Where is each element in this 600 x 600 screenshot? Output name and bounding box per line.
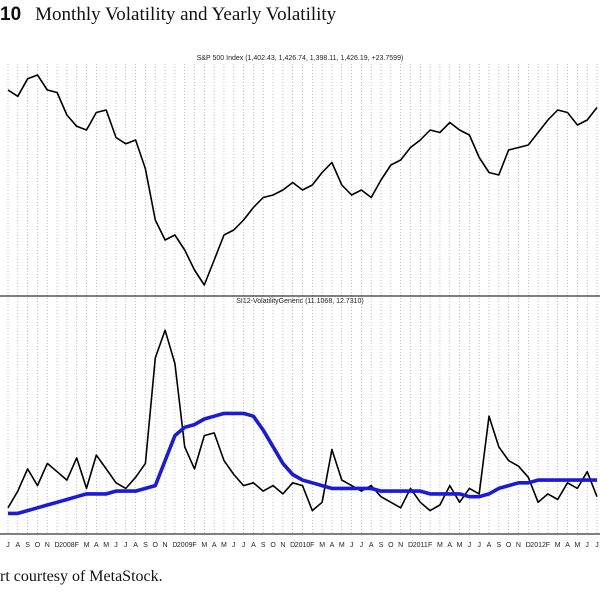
- x-tick-label: F: [75, 542, 79, 549]
- grid-lines: [7, 64, 598, 534]
- x-tick-label: J: [6, 542, 10, 549]
- chart-area: S&P 500 Index (1,402.43, 1,426.74, 1,398…: [0, 55, 600, 549]
- x-tick-label: M: [574, 542, 580, 549]
- x-tick-label: N: [516, 542, 521, 549]
- x-tick-label: A: [330, 542, 335, 549]
- x-tick-label: M: [319, 542, 325, 549]
- x-tick-label: D: [408, 542, 413, 549]
- x-tick-label: S: [379, 542, 384, 549]
- yearly-volatility-line: [8, 411, 597, 516]
- x-tick-label: M: [339, 542, 345, 549]
- x-tick-label: A: [212, 542, 217, 549]
- x-tick-label: A: [15, 542, 20, 549]
- x-tick-label: A: [487, 542, 492, 549]
- x-tick-label: D: [290, 542, 295, 549]
- x-tick-label: 2011: [413, 542, 428, 549]
- x-tick-label: 2009: [177, 542, 193, 549]
- x-tick-label: 2010: [295, 542, 311, 549]
- x-tick-label: S: [496, 542, 501, 549]
- x-tick-label: N: [280, 542, 285, 549]
- price-panel-header: S&P 500 Index (1,402.43, 1,426.74, 1,398…: [197, 55, 404, 62]
- x-axis-ticks: J A S O N D 2008 F M A M J J A S O N D 2009 F M A M J J A S O N D 2010…: [6, 542, 599, 549]
- x-tick-label: A: [251, 542, 256, 549]
- x-tick-label: A: [369, 542, 374, 549]
- x-tick-label: M: [103, 542, 109, 549]
- x-tick-label: A: [133, 542, 138, 549]
- x-tick-label: O: [153, 542, 159, 549]
- x-tick-label: J: [232, 542, 236, 549]
- x-tick-label: O: [35, 542, 41, 549]
- x-tick-label: N: [163, 542, 168, 549]
- x-tick-label: A: [565, 542, 570, 549]
- x-tick-label: O: [506, 542, 512, 549]
- x-tick-label: S: [143, 542, 148, 549]
- x-tick-label: M: [201, 542, 207, 549]
- x-tick-label: O: [270, 542, 276, 549]
- x-tick-label: J: [468, 542, 472, 549]
- figure-title-text: Monthly Volatility and Yearly Volatility: [35, 4, 337, 25]
- x-tick-label: A: [447, 542, 452, 549]
- monthly-volatility-line: [7, 329, 598, 512]
- x-tick-label: M: [555, 542, 561, 549]
- x-tick-label: J: [242, 542, 246, 549]
- figure-number: 10: [0, 4, 22, 25]
- x-tick-label: M: [457, 542, 463, 549]
- x-tick-label: J: [114, 542, 118, 549]
- x-tick-label: D: [526, 542, 531, 549]
- x-tick-label: J: [477, 542, 481, 549]
- x-tick-label: F: [428, 542, 432, 549]
- x-tick-label: D: [172, 542, 177, 549]
- x-tick-label: N: [45, 542, 50, 549]
- series-layer: [7, 74, 598, 516]
- x-tick-label: M: [437, 542, 443, 549]
- x-tick-label: J: [595, 542, 599, 549]
- x-tick-label: A: [94, 542, 99, 549]
- x-tick-label: J: [360, 542, 364, 549]
- x-tick-label: N: [398, 542, 403, 549]
- x-tick-label: O: [388, 542, 394, 549]
- x-tick-label: F: [192, 542, 196, 549]
- x-tick-label: 2012: [530, 542, 546, 549]
- x-tick-label: M: [84, 542, 90, 549]
- x-tick-label: M: [221, 542, 227, 549]
- volatility-panel-header: SI12-VolatilityGeneric (11.1068, 12.7310…: [236, 298, 364, 305]
- x-tick-label: J: [585, 542, 589, 549]
- x-tick-label: S: [25, 542, 30, 549]
- x-tick-label: D: [55, 542, 60, 549]
- figure-title: 10 Monthly Volatility and Yearly Volatili…: [0, 4, 336, 26]
- x-tick-label: J: [124, 542, 128, 549]
- x-tick-label: F: [546, 542, 550, 549]
- figure-caption: rt courtesy of MetaStock.: [0, 568, 163, 585]
- x-tick-label: 2008: [59, 542, 75, 549]
- x-tick-label: J: [350, 542, 354, 549]
- x-tick-label: F: [310, 542, 314, 549]
- price-line: [7, 74, 598, 286]
- x-tick-label: S: [261, 542, 266, 549]
